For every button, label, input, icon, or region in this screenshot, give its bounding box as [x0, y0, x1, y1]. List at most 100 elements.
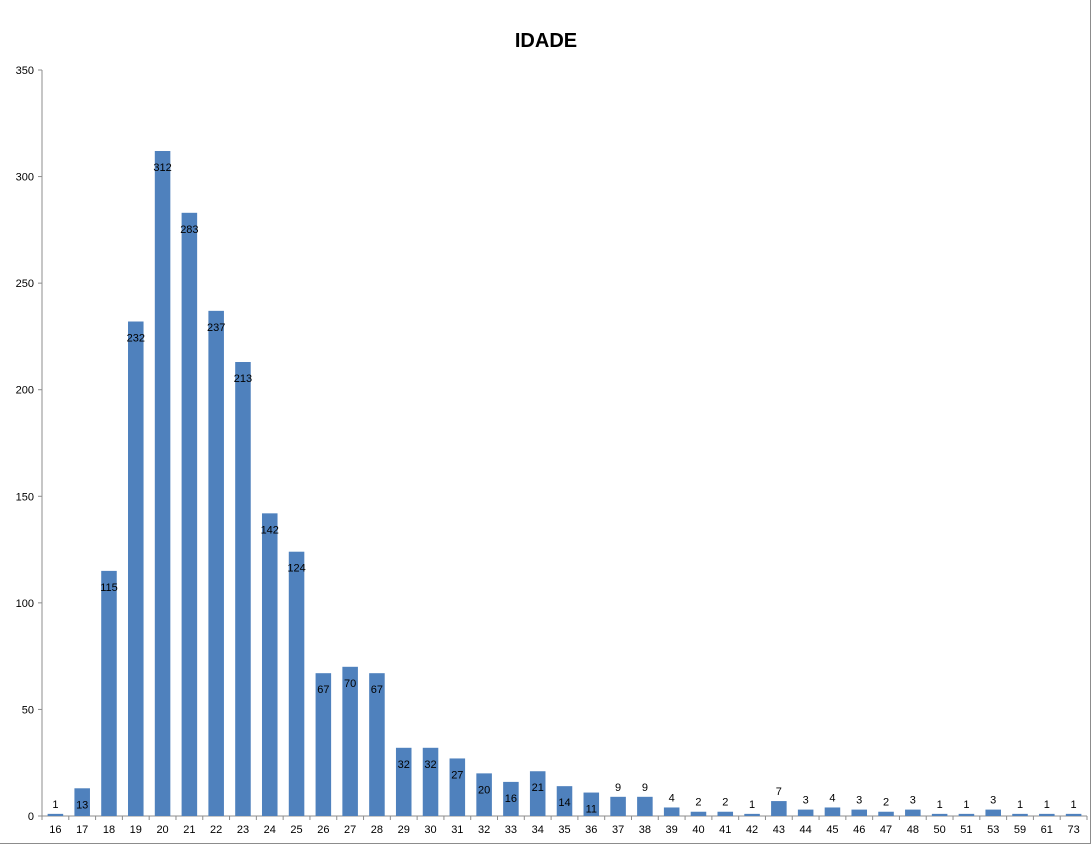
y-tick-label: 300: [16, 172, 34, 184]
data-label: 67: [371, 684, 383, 696]
bar: [931, 813, 948, 816]
data-label: 213: [234, 373, 252, 385]
bar: [717, 811, 734, 816]
bar: [744, 813, 760, 816]
data-label: 3: [990, 795, 996, 807]
data-label: 27: [451, 769, 463, 781]
x-tick-label: 23: [237, 824, 249, 836]
data-label: 70: [344, 678, 356, 690]
data-label: 3: [856, 795, 862, 807]
bar: [101, 570, 117, 816]
x-tick-label: 51: [960, 824, 972, 836]
data-label: 1: [937, 799, 943, 811]
data-label: 1: [1017, 799, 1023, 811]
bar: [958, 813, 975, 816]
data-label: 232: [127, 333, 145, 345]
data-label: 7: [776, 786, 782, 798]
x-tick-label: 45: [826, 824, 838, 836]
data-label: 67: [317, 684, 329, 696]
bar: [208, 310, 224, 816]
data-label: 1: [1044, 799, 1050, 811]
data-label: 283: [180, 224, 198, 236]
x-tick-label: 41: [719, 824, 731, 836]
x-tick-label: 35: [558, 824, 570, 836]
x-tick-label: 42: [746, 824, 758, 836]
data-label: 2: [722, 797, 728, 809]
data-label: 3: [910, 795, 916, 807]
data-label: 4: [829, 792, 835, 804]
x-tick-label: 30: [424, 824, 436, 836]
data-label: 1: [963, 799, 969, 811]
data-label: 16: [505, 793, 517, 805]
y-tick-label: 350: [16, 65, 34, 77]
data-label: 2: [883, 797, 889, 809]
bar: [342, 666, 358, 816]
x-tick-label: 29: [398, 824, 410, 836]
bar: [771, 801, 787, 816]
x-tick-label: 28: [371, 824, 383, 836]
bar: [1012, 813, 1028, 816]
data-label: 1: [749, 799, 755, 811]
data-label: 14: [558, 797, 570, 809]
bar: [315, 673, 332, 816]
y-tick-label: 50: [22, 704, 34, 716]
x-tick-label: 61: [1041, 824, 1053, 836]
x-tick-label: 46: [853, 824, 865, 836]
data-label: 2: [695, 797, 701, 809]
bar: [583, 792, 600, 816]
bar: [690, 811, 707, 816]
x-tick-label: 43: [773, 824, 785, 836]
x-tick-label: 44: [800, 824, 812, 836]
bar: [261, 513, 278, 816]
x-tick-label: 37: [612, 824, 624, 836]
data-label: 20: [478, 784, 490, 796]
bar: [47, 813, 64, 816]
x-tick-label: 48: [907, 824, 919, 836]
bar: [610, 796, 626, 816]
bar: [154, 150, 171, 817]
data-label: 1: [52, 799, 58, 811]
y-tick-label: 200: [16, 385, 34, 397]
bar: [395, 747, 412, 816]
x-tick-label: 50: [934, 824, 946, 836]
bar: [797, 809, 814, 816]
x-tick-label: 21: [183, 824, 195, 836]
y-tick-label: 100: [16, 598, 34, 610]
bar: [878, 811, 894, 816]
x-tick-label: 26: [317, 824, 329, 836]
data-label: 32: [424, 759, 436, 771]
y-tick-label: 250: [16, 278, 34, 290]
data-label: 142: [261, 524, 279, 536]
bar: [851, 809, 868, 816]
x-tick-label: 32: [478, 824, 490, 836]
x-tick-label: 24: [264, 824, 276, 836]
bar: [503, 781, 519, 816]
bar: [476, 773, 492, 816]
x-tick-label: 18: [103, 824, 115, 836]
data-label: 21: [532, 782, 544, 794]
bar: [663, 807, 680, 816]
bar: [288, 551, 305, 816]
bar: [1065, 813, 1082, 816]
data-label: 4: [669, 792, 675, 804]
data-label: 9: [615, 782, 621, 794]
data-label: 115: [100, 582, 118, 594]
x-tick-label: 25: [290, 824, 302, 836]
data-label: 9: [642, 782, 648, 794]
x-tick-label: 34: [532, 824, 544, 836]
bar: [74, 788, 90, 816]
bar: [235, 362, 251, 816]
x-tick-label: 47: [880, 824, 892, 836]
y-tick-label: 150: [16, 491, 34, 503]
bar: [1039, 813, 1055, 816]
bar: [556, 786, 573, 816]
data-label: 237: [207, 322, 225, 334]
bar: [449, 758, 466, 816]
bar: [824, 807, 841, 816]
x-tick-label: 31: [451, 824, 463, 836]
data-label: 32: [398, 759, 410, 771]
bar: [985, 809, 1001, 816]
